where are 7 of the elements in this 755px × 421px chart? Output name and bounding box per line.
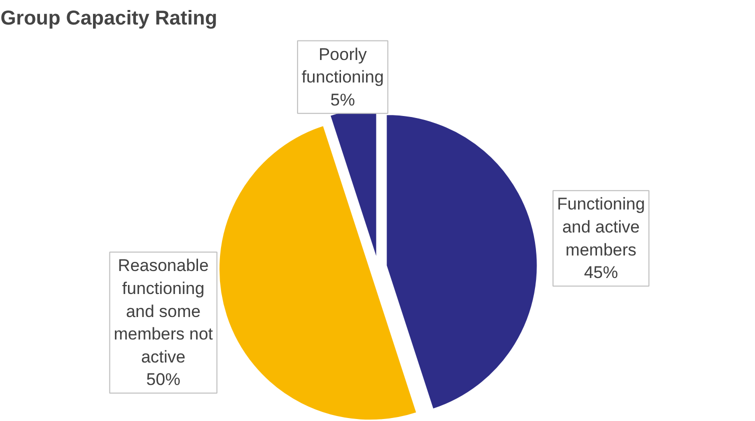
data-label: 5% <box>330 90 355 110</box>
data-label: 45% <box>584 263 618 282</box>
slice-label: Functioning and active members <box>557 194 645 260</box>
slice-label: Poorly functioning <box>302 44 384 87</box>
data-label: 50% <box>146 370 180 390</box>
chart-title: Group Capacity Rating <box>0 8 218 30</box>
slice-label: Reasonable functioning and some members not active <box>114 256 214 366</box>
